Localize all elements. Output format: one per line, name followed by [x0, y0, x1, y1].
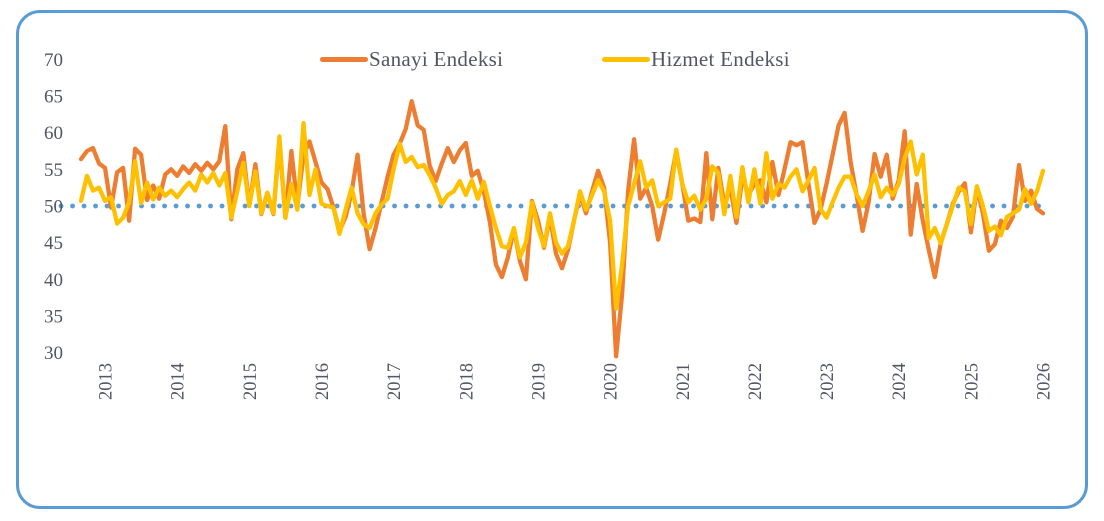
x-tick-2020: 2020 [602, 363, 622, 400]
x-tick-2018: 2018 [457, 363, 477, 400]
y-axis-labels: 70 65 60 55 50 45 40 35 30 [44, 50, 63, 364]
y-tick-50: 50 [44, 197, 63, 218]
x-tick-2026: 2026 [1035, 363, 1055, 400]
y-tick-40: 40 [44, 270, 63, 291]
x-tick-2024: 2024 [890, 363, 910, 400]
series-lines [78, 99, 1046, 359]
y-tick-55: 55 [44, 160, 63, 181]
y-tick-30: 30 [44, 343, 63, 364]
x-tick-2013: 2013 [97, 363, 117, 400]
y-tick-70: 70 [44, 50, 63, 71]
x-tick-2017: 2017 [385, 363, 405, 400]
x-tick-2022: 2022 [746, 363, 766, 400]
x-tick-2025: 2025 [962, 363, 982, 400]
x-tick-2021: 2021 [674, 363, 694, 400]
y-tick-60: 60 [44, 123, 63, 144]
x-tick-2014: 2014 [169, 363, 189, 400]
series-line-hizmet [78, 121, 1046, 311]
y-tick-45: 45 [44, 233, 63, 254]
x-axis-labels: 2013 2014 2015 2016 2017 2018 2019 2020 2021 2022… [97, 363, 1055, 400]
x-tick-2023: 2023 [818, 363, 838, 400]
x-tick-2016: 2016 [313, 363, 333, 400]
series-line-sanayi [78, 99, 1046, 359]
chart-frame [16, 10, 1088, 509]
x-tick-2015: 2015 [241, 363, 261, 400]
y-tick-65: 65 [44, 87, 63, 108]
x-tick-2019: 2019 [530, 363, 550, 400]
y-tick-35: 35 [44, 306, 63, 327]
